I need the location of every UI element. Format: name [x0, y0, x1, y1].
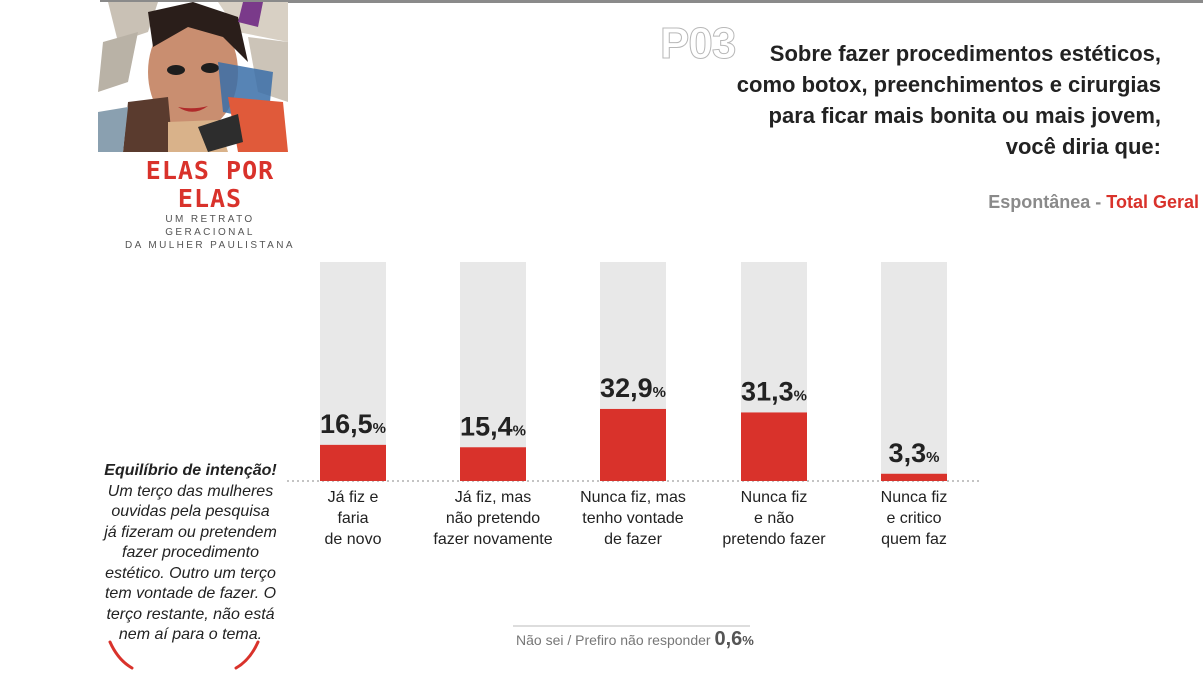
category-label: faria [337, 510, 368, 527]
collage-portrait-logo [98, 2, 288, 152]
category-label: e critico [886, 510, 941, 527]
category-label: de novo [325, 531, 382, 548]
category-label: Nunca fiz, mas [580, 489, 686, 506]
bar [600, 408, 666, 481]
bar-track [460, 262, 526, 481]
data-label: 15,4% [460, 411, 526, 441]
category-label: quem faz [881, 531, 947, 548]
category-label: tenho vontade [582, 510, 684, 527]
category-label: Nunca fiz [741, 489, 808, 506]
category-label: Já fiz e [328, 489, 379, 506]
data-label: 16,5% [320, 409, 386, 439]
bar-track [881, 262, 947, 481]
category-label: fazer novamente [433, 531, 552, 548]
category-label: não pretendo [446, 510, 540, 527]
insight-note: Equilíbrio de intenção! Um terço das mul… [103, 461, 278, 646]
question-code: P03 [659, 19, 736, 68]
bar-track [320, 262, 386, 481]
other-response: Não sei / Prefiro não responder 0,6% [516, 628, 754, 651]
insight-note-title: Equilíbrio de intenção! [104, 462, 277, 479]
category-label: e não [754, 510, 794, 527]
bar [741, 412, 807, 481]
brand-subtitle-line1: UM RETRATO GERACIONAL [165, 214, 255, 238]
subtitle-accent: Total Geral [1106, 192, 1199, 212]
bar [881, 473, 947, 481]
category-label: Já fiz, mas [455, 489, 531, 506]
other-response-value: 0,6 [714, 628, 743, 650]
category-label: Nunca fiz [881, 489, 948, 506]
data-label: 3,3% [889, 438, 940, 468]
insight-note-body: Um terço das mulheres ouvidas pela pesqu… [104, 482, 277, 644]
bar [460, 447, 526, 481]
question-title: Sobre fazer procedimentos estéticos, com… [736, 41, 1161, 159]
bar [320, 444, 386, 481]
brand-block: ELAS POR ELAS UM RETRATO GERACIONAL DA M… [120, 157, 300, 252]
brand-subtitle-line2: DA MULHER PAULISTANA [125, 240, 295, 251]
note-bracket [108, 640, 134, 670]
other-response-label: Não sei / Prefiro não responder [516, 632, 711, 648]
note-bracket-right [234, 640, 260, 670]
other-response-unit: % [742, 633, 754, 648]
data-label: 31,3% [741, 376, 807, 406]
top-rule [100, 0, 1203, 3]
data-label: 32,9% [600, 373, 666, 403]
category-label: pretendo fazer [722, 531, 826, 548]
chart-subtitle: Espontânea - Total Geral [988, 192, 1199, 213]
subtitle-prefix: Espontânea - [988, 192, 1107, 212]
brand-title: ELAS POR ELAS [145, 156, 275, 213]
category-label: de fazer [604, 531, 662, 548]
